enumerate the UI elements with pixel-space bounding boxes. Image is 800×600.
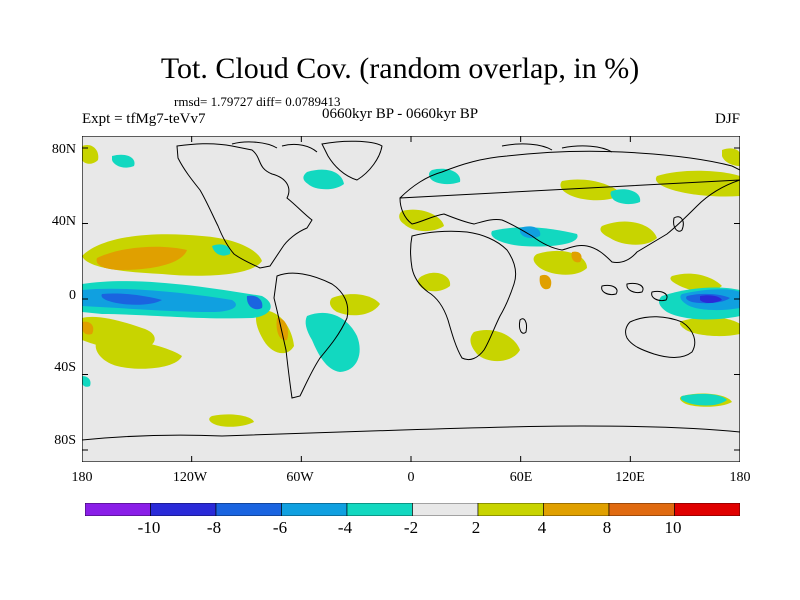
coastline-indonesia [601,283,668,301]
colorbar-segment [674,503,740,516]
colorbar-label: -8 [206,518,222,537]
colorbar-segment [150,503,217,516]
lon-tick-label: 180 [71,470,93,485]
coastline-south-america [273,272,349,399]
anomaly-fields [82,144,740,427]
colorbar-label: 2 [471,518,481,537]
coastline-japan [673,216,684,232]
anomaly-pos2 [329,294,380,316]
anomaly-pos2 [417,272,451,292]
lon-tick-label: 60E [509,470,533,485]
anomaly-neg2 [428,168,461,185]
anomaly-pos2 [670,273,722,292]
lat-tick-label: 80N [51,142,76,157]
coastline-madagascar [519,318,527,334]
anomaly-neg2 [112,154,135,168]
colorbar-label: -10 [137,518,161,537]
colorbar-label: 8 [602,518,612,537]
anomaly-pos4 [571,251,582,263]
colorbar-label: 4 [537,518,547,537]
colorbar-segment [346,503,413,516]
coastline-north-america [176,143,313,269]
anomaly-neg8 [700,295,722,303]
lon-tick-label: 180 [729,470,751,485]
colorbar-segment [281,503,348,516]
axis-ticks [82,136,740,462]
coastlines [82,140,740,441]
lat-tick-label: 80S [54,433,76,448]
coastline-greenland [321,140,383,181]
anomaly-pos4 [539,274,552,290]
anomaly-pos2 [560,179,622,201]
anomaly-pos2 [722,148,740,166]
map-plot [82,136,740,462]
anomaly-neg2 [212,244,231,256]
colorbar-segment [215,503,282,516]
colorbar-label: -4 [337,518,353,537]
anomaly-neg6 [101,293,162,305]
experiment-label: Expt = tfMg7-teVv7 [82,111,206,127]
stats-text: rmsd= 1.79727 diff= 0.0789413 [174,94,341,109]
colorbar-label: 10 [664,518,682,537]
lat-tick-label: 40N [51,214,76,229]
colorbar-segment [412,503,479,516]
lon-tick-label: 60W [286,470,314,485]
lon-tick-label: 0 [407,470,415,485]
colorbar [85,503,740,516]
coastline-africa [410,230,517,361]
lon-tick-label: 120E [615,470,645,485]
anomaly-pos4 [82,321,94,335]
coastline-arctic-islands [231,141,613,153]
colorbar-segment [85,503,151,516]
anomaly-pos2 [679,317,740,337]
coastline-antarctica [82,425,740,441]
chart-title: Tot. Cloud Cov. (random overlap, in %) [160,52,640,85]
anomaly-pos4 [96,246,187,270]
anomaly-pos2 [95,339,182,369]
anomaly-neg2 [680,393,727,406]
anomaly-pos2 [82,144,99,164]
anomaly-neg4 [520,226,541,239]
colorbar-segment [543,503,610,516]
lat-tick-label: 40S [54,360,76,375]
season-label: DJF [714,111,740,127]
coastline-australia [625,316,696,358]
colorbar-label: -6 [272,518,288,537]
coastline-eurasia [399,150,740,263]
anomaly-pos2 [600,221,657,245]
lat-tick-label: 0 [69,288,76,303]
anomaly-neg6 [246,295,263,310]
anomaly-pos2 [399,209,444,232]
anomaly-neg2 [303,169,344,190]
anomaly-neg2 [82,376,91,387]
anomaly-pos2 [470,330,520,362]
anomaly-pos2 [655,170,740,197]
colorbar-label: -2 [403,518,419,537]
colorbar-segment [477,503,544,516]
colorbar-segment [608,503,675,516]
lon-tick-label: 120W [172,470,208,485]
anomaly-neg2 [610,189,641,205]
period-label: 0660kyr BP - 0660kyr BP [322,106,479,122]
anomaly-pos2 [209,414,254,427]
anomaly-pos4 [276,318,289,341]
